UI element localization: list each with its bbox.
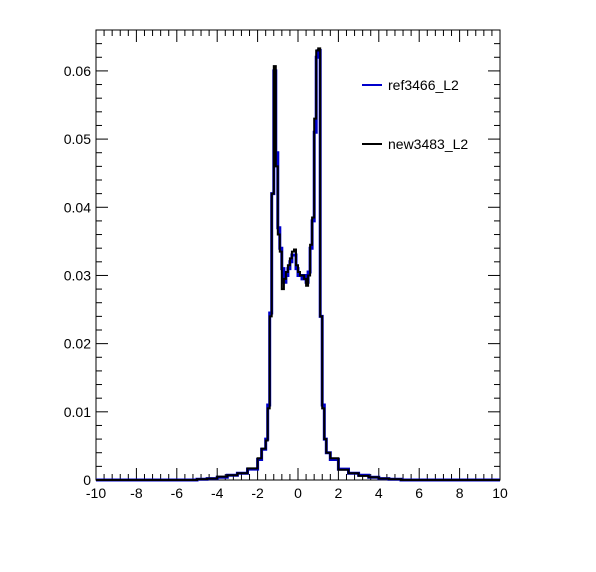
x-tick-label: 6 <box>415 485 423 501</box>
series-layer <box>96 47 500 482</box>
x-tick-label: 8 <box>456 485 464 501</box>
y-tick-label: 0 <box>83 472 91 488</box>
y-tick-label: 0.02 <box>64 336 91 352</box>
y-axis-ticks: 0 0.01 0.02 0.03 0.04 0.05 0.06 <box>64 29 500 488</box>
x-tick-label: 0 <box>294 485 302 501</box>
x-tick-label: 2 <box>335 485 343 501</box>
x-tick-label: 10 <box>492 485 508 501</box>
y-tick-label: 0.03 <box>64 267 91 283</box>
y-tick-label: 0.01 <box>64 404 91 420</box>
x-tick-label: -6 <box>171 485 184 501</box>
x-axis-ticks: -10 -8 -6 -4 -2 0 2 4 6 8 10 <box>86 30 508 501</box>
series-line-new3483_L2 <box>96 47 500 481</box>
plot-frame <box>95 29 501 481</box>
legend-label: new3483_L2 <box>388 136 468 152</box>
legend: ref3466_L2 new3483_L2 <box>362 77 468 152</box>
y-tick-label: 0.06 <box>64 63 91 79</box>
x-tick-label: -10 <box>86 485 106 501</box>
x-tick-label: -8 <box>130 485 143 501</box>
x-tick-label: -4 <box>211 485 224 501</box>
y-tick-label: 0.05 <box>64 131 91 147</box>
x-tick-label: -2 <box>251 485 264 501</box>
x-tick-label: 4 <box>375 485 383 501</box>
y-tick-label: 0.04 <box>64 199 91 215</box>
legend-label: ref3466_L2 <box>388 77 459 93</box>
